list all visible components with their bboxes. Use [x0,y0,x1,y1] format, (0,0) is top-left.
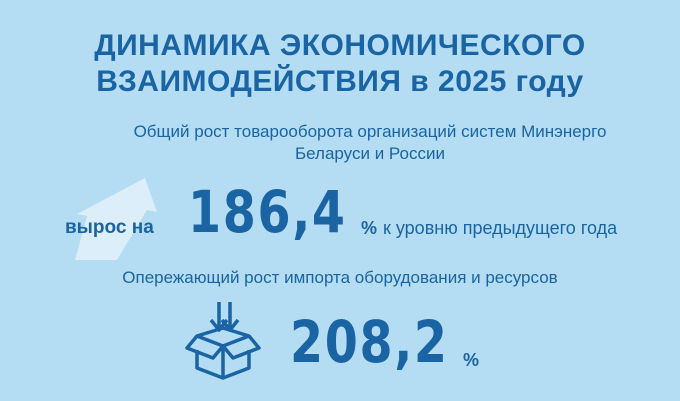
import-caption: Опережающий рост импорта оборудования и … [122,268,558,287]
page-title: ДИНАМИКА ЭКОНОМИЧЕСКОГО ВЗАИМОДЕЙСТВИЯ в… [0,28,680,100]
title-line-2: ВЗАИМОДЕЙСТВИЯ в 2025 году [96,65,584,98]
turnover-caption: Общий рост товарооборота организаций сис… [0,121,680,165]
import-unit: % [463,350,480,370]
up-arrow-icon [75,178,157,260]
import-value: 208,2 [290,308,449,376]
turnover-caption-line-2: Беларуси и России [295,144,445,163]
turnover-caption-line-1: Общий рост товарооборота организаций сис… [133,122,607,141]
turnover-value: 186,4 [188,178,347,246]
title-line-1: ДИНАМИКА ЭКОНОМИЧЕСКОГО [94,29,586,62]
turnover-suffix: к уровню предыдущего года [383,218,618,238]
turnover-prefix: вырос на [65,217,154,238]
turnover-unit: % [361,218,378,238]
box-with-arrows-icon [185,302,261,380]
